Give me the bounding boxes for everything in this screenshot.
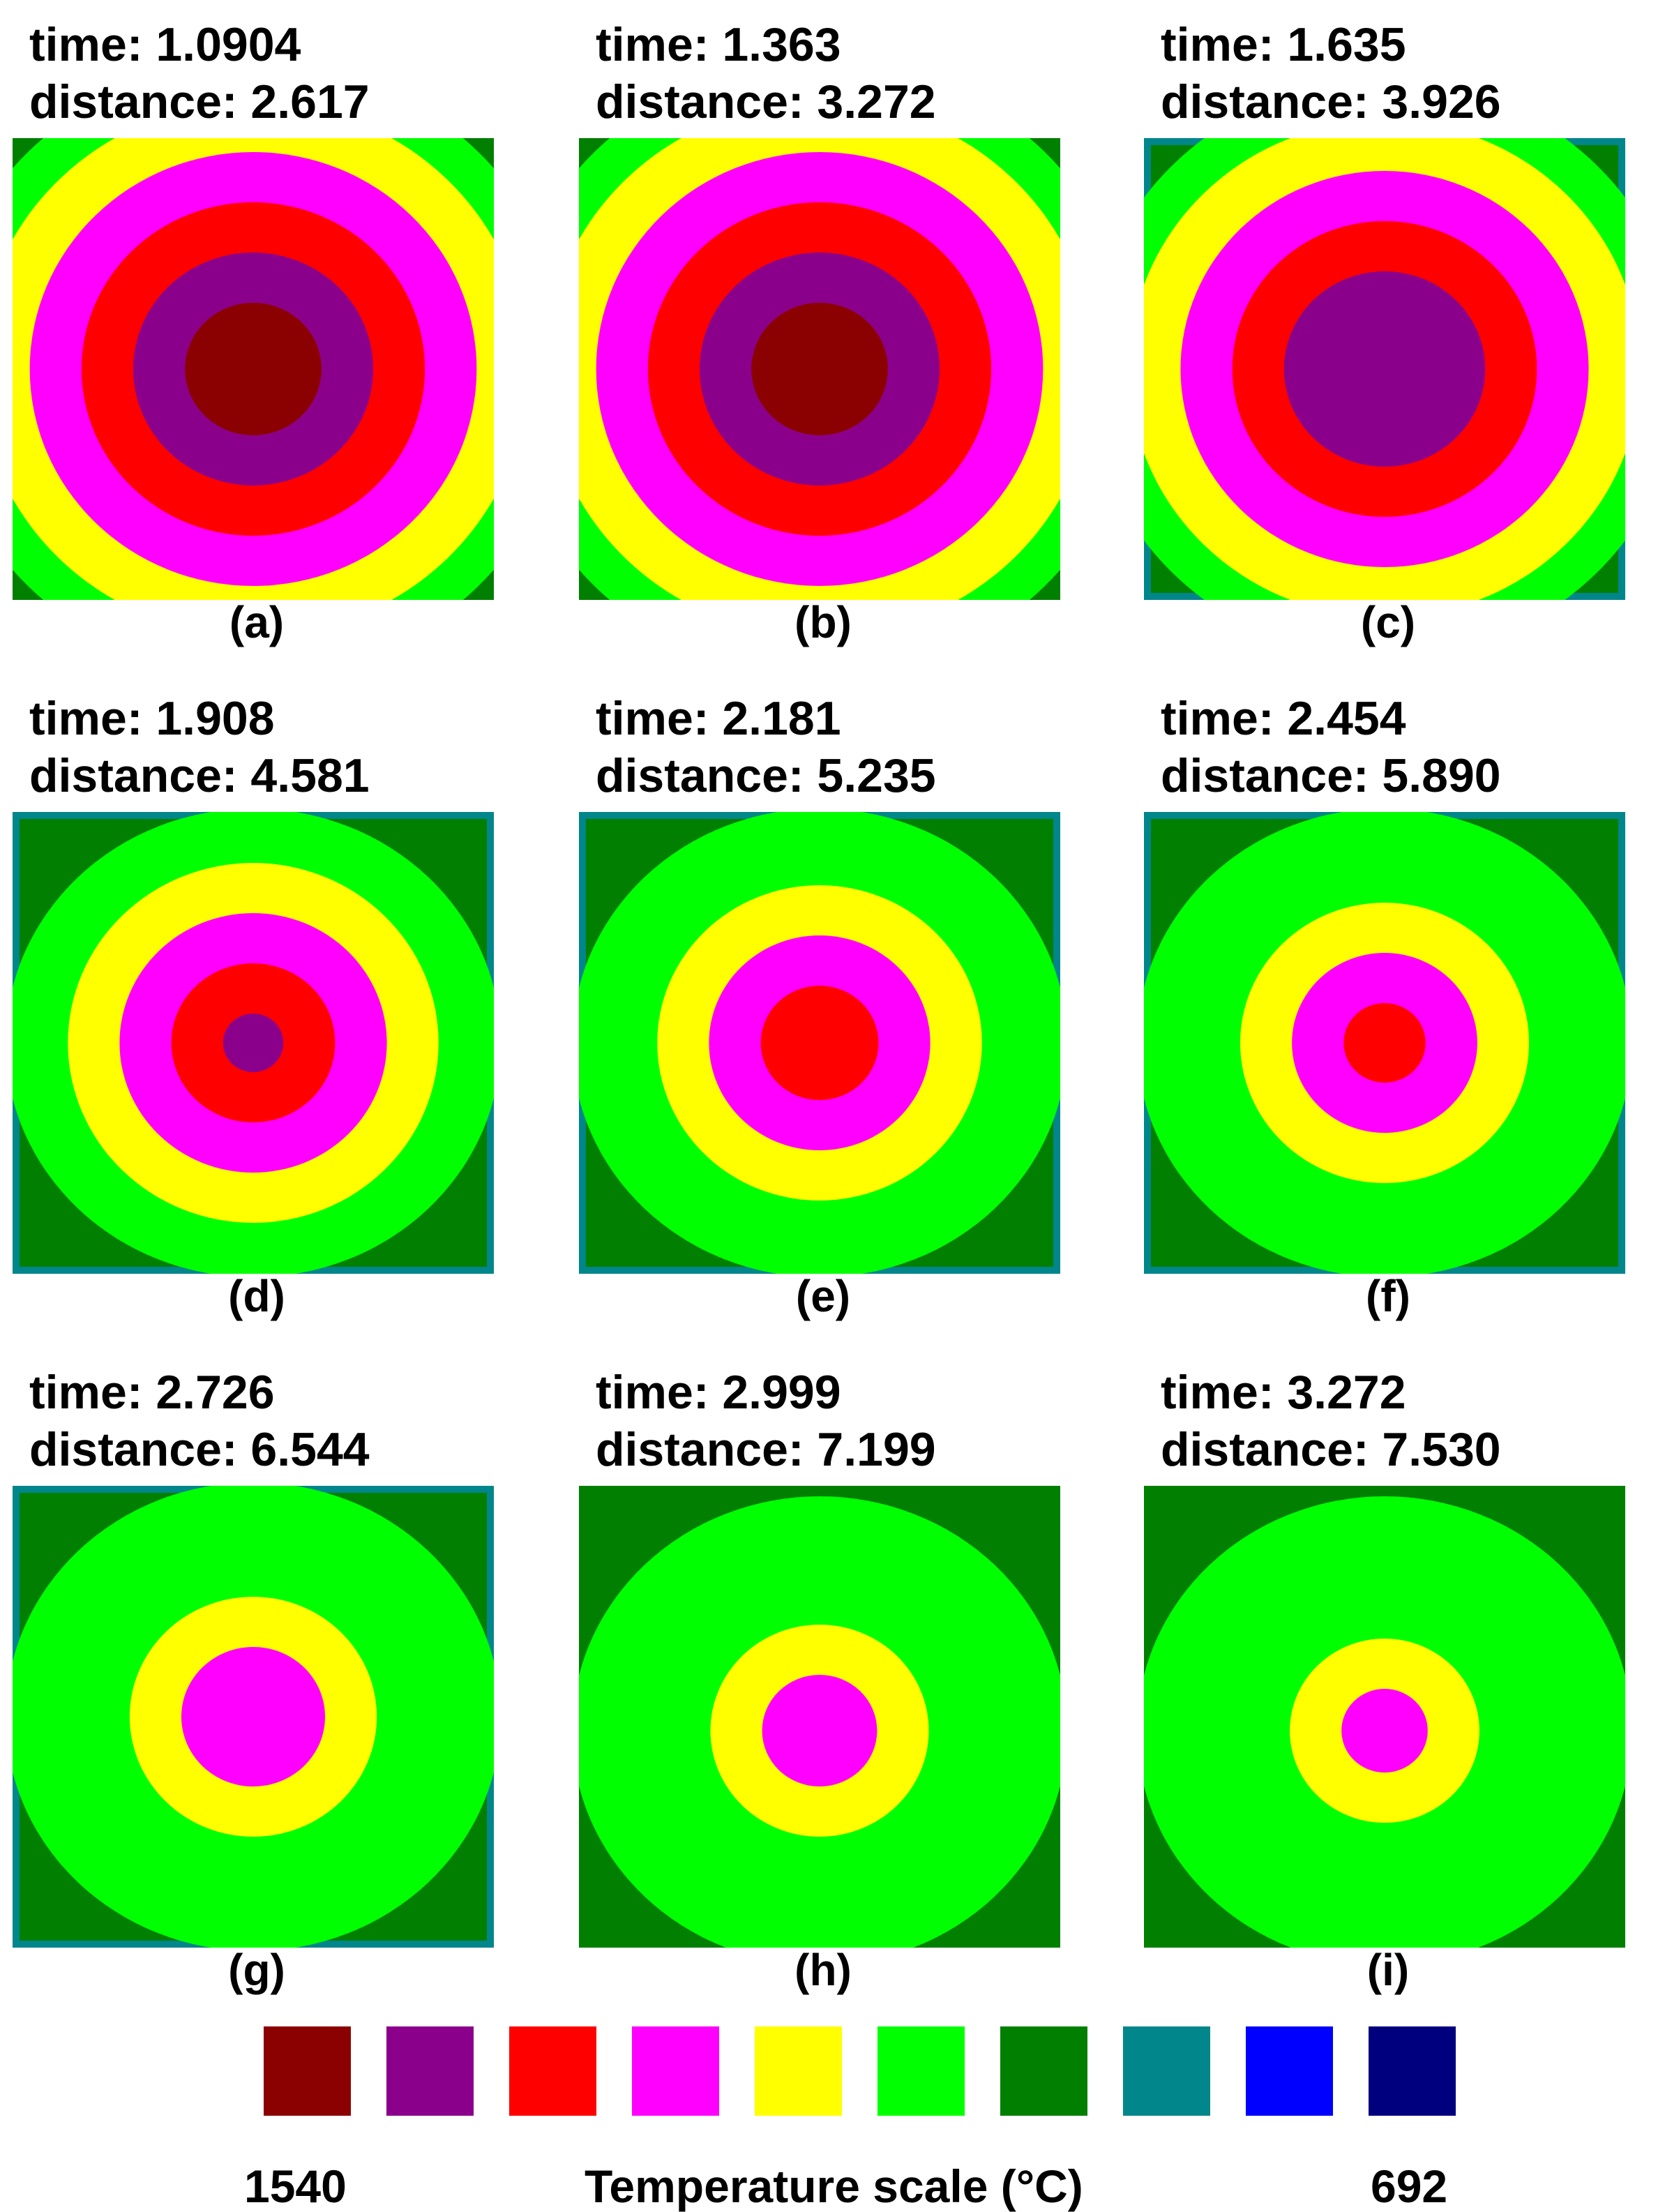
panel-label: (f) xyxy=(1366,1271,1410,1321)
temperature-band xyxy=(1343,1003,1426,1083)
contour-panel: time: 1.635 distance: 3.926 (c) xyxy=(1144,18,1632,645)
contour-map xyxy=(1144,1486,1625,1948)
contour-map xyxy=(579,1486,1060,1948)
temperature-band xyxy=(181,1647,325,1786)
panel-label: (d) xyxy=(228,1271,285,1321)
contour-map xyxy=(579,138,1060,600)
panel-label: (h) xyxy=(794,1945,852,1995)
legend-max-label: 1540 xyxy=(244,2160,347,2212)
panel-label: (c) xyxy=(1360,597,1416,647)
panel-time: time: 2.726 xyxy=(29,1366,275,1419)
panel-distance: distance: 3.272 xyxy=(596,75,936,128)
legend-swatch xyxy=(509,2026,596,2116)
panel-distance: distance: 4.581 xyxy=(29,749,370,802)
panel-time: time: 2.454 xyxy=(1161,692,1406,745)
contour-panel: time: 2.454 distance: 5.890 (f) xyxy=(1144,692,1632,1318)
panel-time: time: 2.999 xyxy=(596,1366,841,1419)
temperature-band xyxy=(751,303,888,435)
legend-swatch xyxy=(877,2026,965,2116)
contour-map xyxy=(13,1486,494,1948)
contour-panel: time: 1.908 distance: 4.581 (d) xyxy=(13,692,501,1318)
legend-swatch xyxy=(386,2026,474,2116)
legend-swatch xyxy=(755,2026,842,2116)
panel-time: time: 1.363 xyxy=(596,18,841,71)
legend-swatch xyxy=(1000,2026,1087,2116)
panel-distance: distance: 2.617 xyxy=(29,75,370,128)
legend-swatch xyxy=(264,2026,351,2116)
panel-label: (i) xyxy=(1366,1945,1410,1995)
contour-map xyxy=(1144,812,1625,1274)
temperature-band xyxy=(185,303,322,435)
panel-time: time: 1.908 xyxy=(29,692,275,745)
legend-swatch xyxy=(632,2026,719,2116)
contour-map xyxy=(13,812,494,1274)
panel-time: time: 3.272 xyxy=(1161,1366,1406,1419)
legend-swatch xyxy=(1123,2026,1210,2116)
panel-distance: distance: 5.890 xyxy=(1161,749,1501,802)
legend-swatch xyxy=(1369,2026,1456,2116)
panel-time: time: 2.181 xyxy=(596,692,841,745)
panel-time: time: 1.635 xyxy=(1161,18,1406,71)
contour-panel: time: 2.726 distance: 6.544 (g) xyxy=(13,1366,501,1992)
contour-panel: time: 2.181 distance: 5.235 (e) xyxy=(579,692,1067,1318)
panel-label: (a) xyxy=(229,597,285,647)
contour-panel: time: 3.272 distance: 7.530 (i) xyxy=(1144,1366,1632,1992)
temperature-band xyxy=(1283,271,1486,467)
panel-distance: distance: 7.199 xyxy=(596,1423,936,1476)
panel-label: (g) xyxy=(228,1945,285,1995)
panel-label: (b) xyxy=(794,597,852,647)
temperature-band xyxy=(760,986,879,1100)
contour-panel: time: 1.0904 distance: 2.617 (a) xyxy=(13,18,501,645)
contour-panel: time: 1.363 distance: 3.272 (b) xyxy=(579,18,1067,645)
contour-panel: time: 2.999 distance: 7.199 (h) xyxy=(579,1366,1067,1992)
temperature-band xyxy=(1341,1689,1428,1773)
panel-distance: distance: 7.530 xyxy=(1161,1423,1501,1476)
contour-map xyxy=(579,812,1060,1274)
panel-distance: distance: 3.926 xyxy=(1161,75,1501,128)
contour-map xyxy=(1144,138,1625,600)
panel-distance: distance: 5.235 xyxy=(596,749,936,802)
panel-time: time: 1.0904 xyxy=(29,18,301,71)
legend-title: Temperature scale (°C) xyxy=(585,2160,1083,2212)
legend-min-label: 692 xyxy=(1371,2160,1448,2212)
panel-label: (e) xyxy=(795,1271,851,1321)
temperature-band xyxy=(762,1675,877,1786)
temperature-legend: 1540 Temperature scale (°C) 692 xyxy=(0,2026,1665,2212)
legend-swatch xyxy=(1246,2026,1333,2116)
temperature-band xyxy=(223,1014,284,1072)
panel-distance: distance: 6.544 xyxy=(29,1423,370,1476)
contour-map xyxy=(13,138,494,600)
